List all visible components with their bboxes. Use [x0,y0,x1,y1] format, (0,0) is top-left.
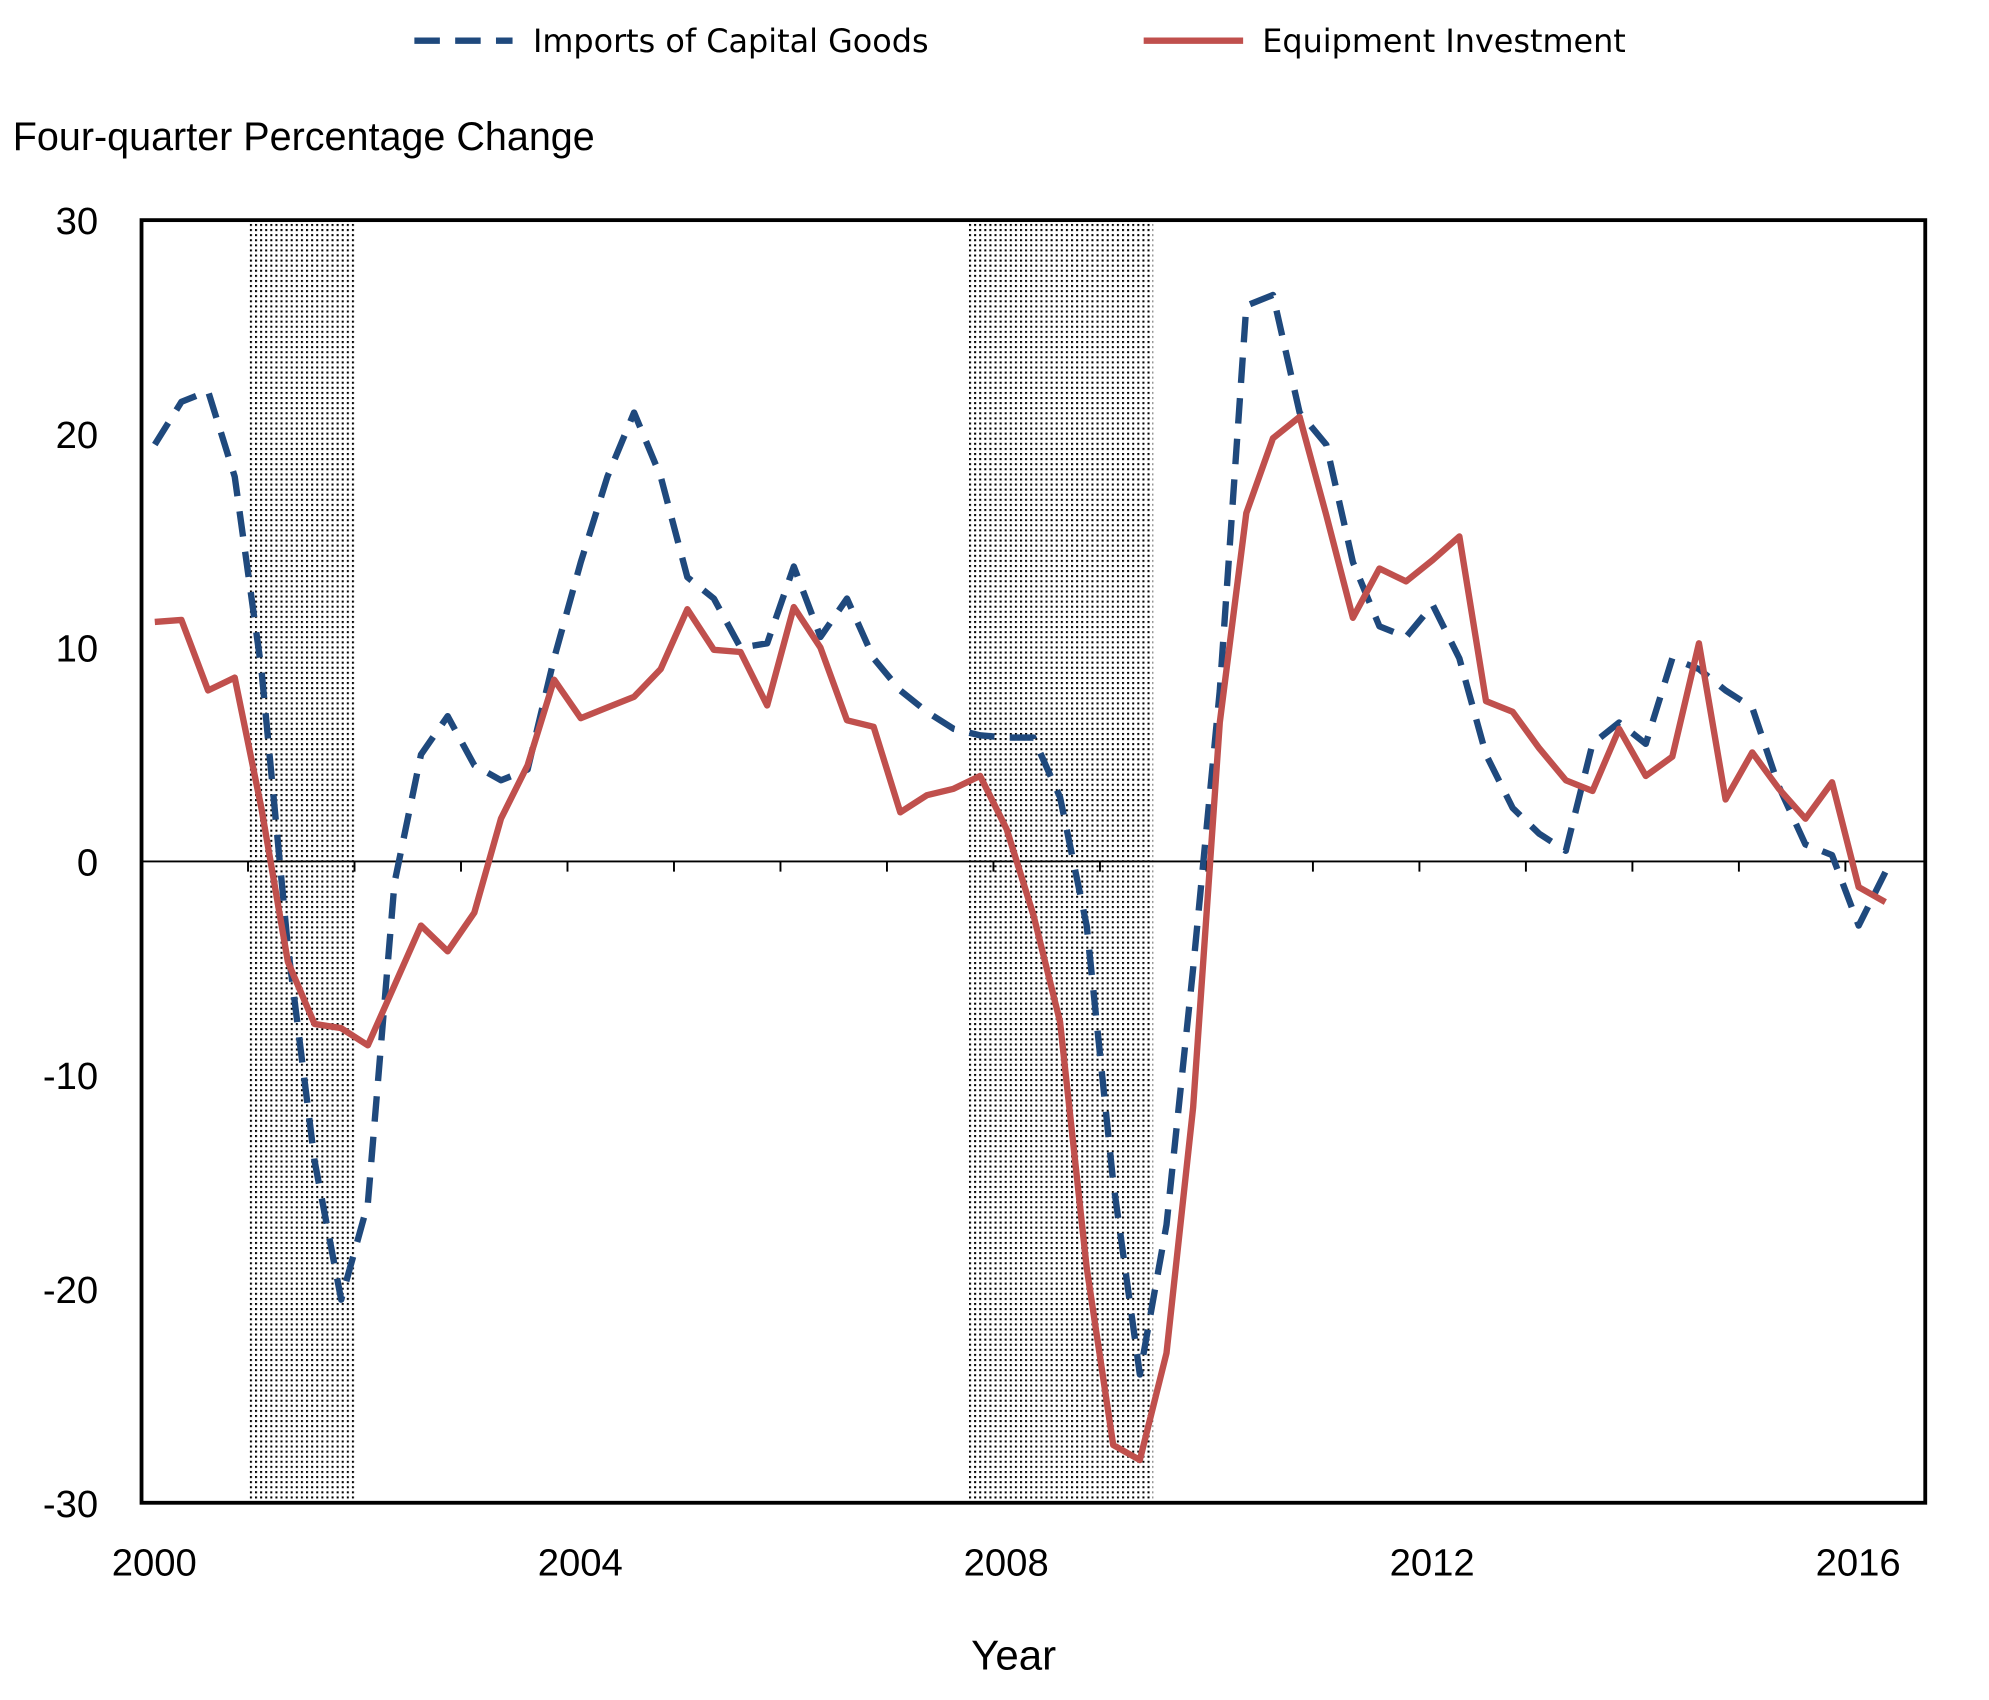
y-tick-label: -20 [43,1269,98,1312]
y-tick-label: 0 [77,841,98,884]
x-tick-label: 2004 [538,1541,623,1584]
series-line-imports [152,291,1889,1378]
legend-label-imports: Imports of Capital Goods [533,22,929,60]
y-tick-label: -10 [43,1055,98,1098]
y-tick-label: 10 [56,628,99,671]
x-tick-label: 2008 [964,1541,1049,1584]
y-tick-label: -30 [43,1483,98,1526]
x-tick-label: 2012 [1390,1541,1475,1584]
y-tick-label: 30 [56,200,99,243]
y-axis-title: Four-quarter Percentage Change [13,115,595,159]
series-line-equipment [154,413,1887,1464]
x-axis-title: Year [971,1631,1056,1678]
plot-frame [139,218,1928,1505]
y-tick-label: 20 [56,414,99,457]
x-tick-label: 2016 [1816,1541,1901,1584]
legend-label-equipment: Equipment Investment [1262,22,1626,60]
x-tick-label: 2000 [112,1541,197,1584]
legend: Imports of Capital Goods Equipment Inves… [414,22,1626,60]
